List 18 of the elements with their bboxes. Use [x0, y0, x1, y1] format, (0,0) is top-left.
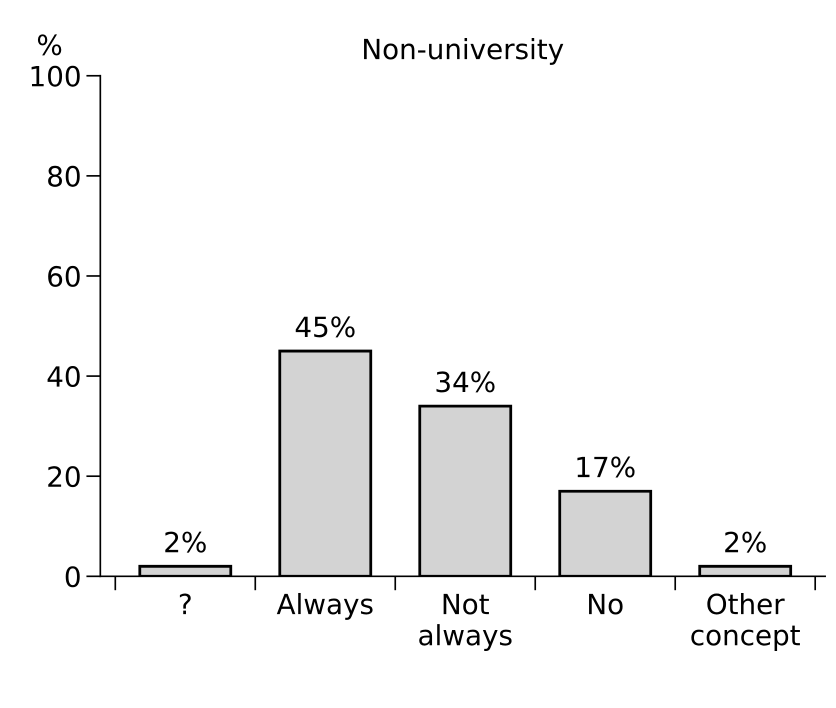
data-label: 17% — [577, 456, 635, 478]
data-label: 2% — [165, 532, 206, 553]
data-label: 2% — [725, 532, 766, 553]
y-tick-label: 0 — [66, 566, 80, 588]
y-axis-title: % — [38, 34, 62, 56]
x-tick-label: Always — [276, 592, 373, 620]
x-tick-label: No — [589, 594, 623, 614]
y-tick-label: 80 — [48, 166, 80, 187]
x-tick-label: Not always — [419, 594, 512, 651]
y-tick-label: 60 — [48, 266, 80, 287]
x-tick-label: Other concept — [691, 592, 800, 651]
x-tick-label: ? — [180, 593, 191, 614]
data-label: 34% — [436, 371, 495, 392]
data-label: 45% — [296, 316, 355, 338]
y-tick-label: 20 — [48, 466, 80, 488]
y-tick-label: 100 — [32, 66, 80, 87]
chart-title: Non-university — [364, 38, 564, 65]
y-tick-label: 40 — [48, 366, 80, 388]
